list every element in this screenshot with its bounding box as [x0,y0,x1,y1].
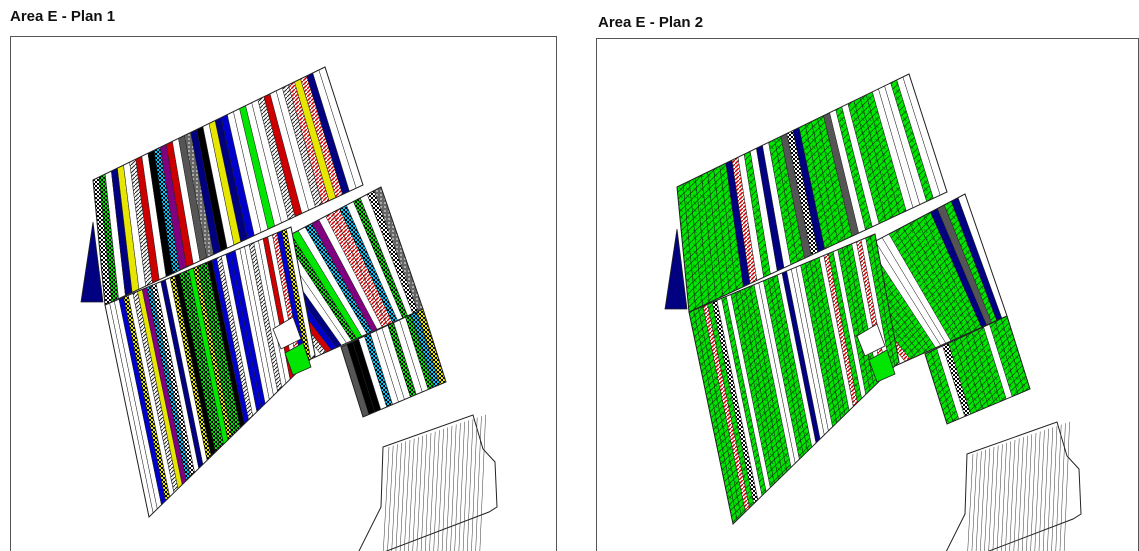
parcel-line [395,442,402,551]
parcel-line [467,418,474,551]
parcel-line [458,421,465,551]
parcel-line [1055,424,1062,551]
block-right-outline [924,315,1031,425]
wedge-field[interactable] [664,228,688,310]
parcel-line [1047,427,1054,551]
parcel-line [387,445,394,551]
parcel-line [992,445,999,551]
parcel-line [1000,442,1007,551]
parcel-line [433,430,440,551]
parcel-line [971,452,978,551]
parcel-line [412,437,419,551]
block-lower-outline [104,226,316,518]
block-upper-outline [676,73,948,313]
unplanned-parcel[interactable] [940,421,1082,551]
parcel-line [1005,441,1012,551]
parcel-line [446,425,453,551]
parcel-line [1021,435,1028,551]
parcel-line [1059,423,1066,551]
parcel-line [454,423,461,551]
panel-title-plan-1: Area E - Plan 1 [10,8,116,25]
parcel-line [399,441,407,551]
parcel-line [1063,421,1070,551]
parcel-line [391,444,398,551]
map-frame-plan-2[interactable] [596,38,1139,551]
block-right-outline [340,308,447,418]
field-map-plan-2[interactable] [597,39,1139,551]
parcel-line [967,453,974,551]
parcel-line [980,449,986,551]
parcel-line [441,427,449,551]
unplanned-parcel[interactable] [356,414,498,551]
parcel-line [1013,438,1020,551]
parcel-line [1009,439,1016,551]
parcel-line [479,414,486,551]
small-square-field[interactable] [868,349,896,383]
parcel-line [988,446,995,551]
parcel-line [984,448,991,551]
parcel-line [408,438,415,551]
parcel-line [420,434,428,551]
parcel-line [450,424,457,551]
parcel-line [1026,434,1033,551]
parcel-line [996,444,1003,551]
parcel-line [975,451,982,551]
parcel-line [475,416,482,551]
parcel-line [471,417,478,551]
field-map-plan-1[interactable] [11,37,557,551]
parcel-line [404,439,411,551]
notch-field[interactable] [272,316,302,350]
parcel-line [429,431,436,551]
wedge-field[interactable] [80,221,104,303]
parcel-line [437,428,444,551]
parcel-line [1042,428,1049,551]
parcel-line [1051,425,1058,551]
parcel-line [462,420,470,551]
block-upper-outline [92,66,364,306]
block-lower-outline [688,233,900,525]
parcel-line [416,435,423,551]
small-square-field[interactable] [284,342,312,376]
parcel-line [425,432,432,551]
parcel-line [1038,430,1045,551]
notch-field[interactable] [856,323,886,357]
parcel-line [1030,432,1037,551]
parcel-line [383,446,390,551]
parcel-line [1017,437,1024,551]
panel-title-plan-2: Area E - Plan 2 [598,14,704,31]
parcel-line [1034,431,1041,551]
map-frame-plan-1[interactable] [10,36,557,551]
